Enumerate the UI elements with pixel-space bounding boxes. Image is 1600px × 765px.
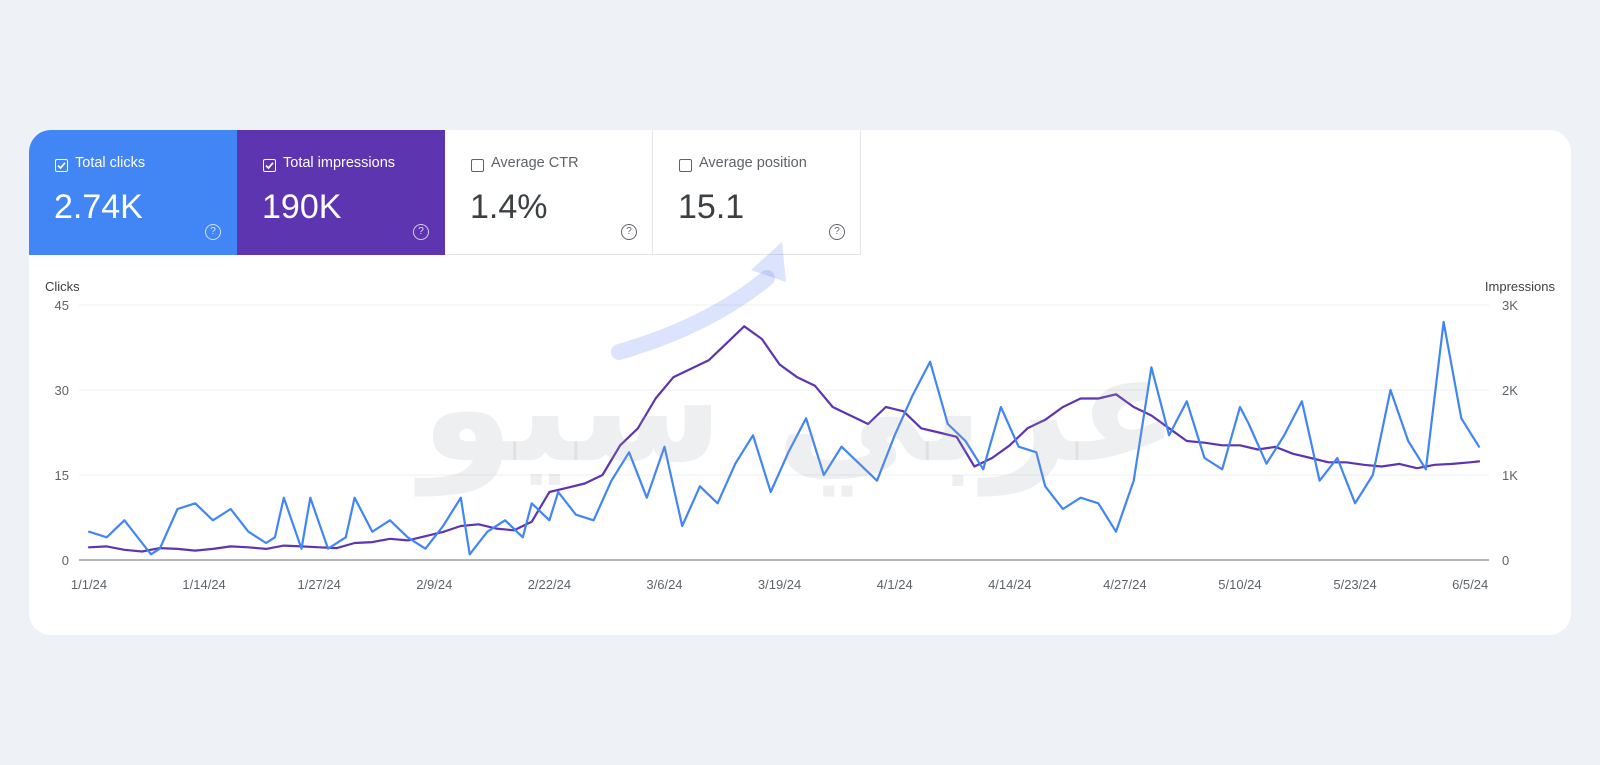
right-axis-title: Impressions [1484,279,1555,294]
metric-tile-total-impressions[interactable]: Total impressions 190K ? [237,130,445,255]
left-axis-tick-label: 15 [55,468,69,483]
metric-tiles: Total clicks 2.74K ? Total impressions 1… [29,130,861,255]
right-axis-tick-label: 0 [1502,553,1509,568]
metric-value: 2.74K [54,188,143,226]
help-icon[interactable]: ? [205,224,221,240]
right-axis-tick-label: 1K [1502,468,1518,483]
metric-tile-average-position[interactable]: Average position 15.1 ? [653,130,861,255]
x-axis-tick-label: 4/27/24 [1103,577,1146,592]
x-axis-tick-label: 4/14/24 [988,577,1031,592]
metric-tile-total-clicks[interactable]: Total clicks 2.74K ? [29,130,237,255]
x-axis-tick-label: 1/14/24 [182,577,225,592]
metric-value: 1.4% [470,188,548,226]
x-axis-tick-label: 5/23/24 [1333,577,1376,592]
metric-label: Total impressions [283,155,396,171]
help-icon[interactable]: ? [621,224,637,240]
checkbox-checked-icon[interactable] [263,159,276,172]
left-axis-tick-label: 30 [55,383,69,398]
left-axis-tick-label: 0 [62,553,69,568]
right-axis-tick-label: 2K [1502,383,1518,398]
left-axis-tick-label: 45 [55,298,69,313]
metric-value: 190K [262,188,342,226]
performance-line-chart: 0 0 15 1K 30 2K 45 3K 1/1/24 1/14/24 1/27/24 2/9/24… [55,298,1519,592]
metric-label: Average CTR [491,155,579,171]
right-axis-tick-label: 3K [1502,298,1518,313]
help-icon[interactable]: ? [413,224,429,240]
metric-label: Average position [699,155,807,171]
metric-label: Total clicks [75,155,146,171]
x-axis-tick-label: 1/1/24 [71,577,107,592]
x-axis-tick-label: 4/1/24 [877,577,913,592]
series-line-total-impressions [87,325,1481,553]
x-axis-tick-label: 3/6/24 [646,577,682,592]
left-axis-title: Clicks [45,279,80,294]
x-axis-tick-label: 2/22/24 [528,577,571,592]
x-axis-tick-label: 5/10/24 [1218,577,1261,592]
x-axis-tick-label: 2/9/24 [416,577,452,592]
checkbox-unchecked-icon[interactable] [471,159,484,172]
help-icon[interactable]: ? [829,224,845,240]
performance-card: Total clicks 2.74K ? Total impressions 1… [29,130,1571,635]
metric-value: 15.1 [678,188,745,226]
metric-tile-average-ctr[interactable]: Average CTR 1.4% ? [445,130,653,255]
checkbox-checked-icon[interactable] [55,159,68,172]
x-axis-tick-label: 1/27/24 [298,577,341,592]
x-axis-tick-label: 3/19/24 [758,577,801,592]
series-line-total-clicks [87,320,1481,556]
x-axis-tick-label: 6/5/24 [1452,577,1488,592]
checkbox-unchecked-icon[interactable] [679,159,692,172]
